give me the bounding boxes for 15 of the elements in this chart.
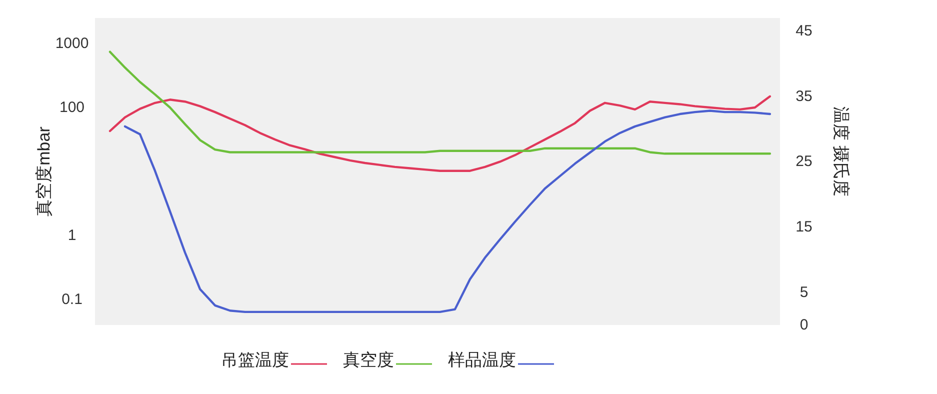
ytick: 1000 [55, 34, 89, 52]
legend-label: 吊篮温度 [221, 350, 289, 370]
y2tick: 35 [796, 88, 812, 105]
y2tick: 5 [800, 284, 808, 301]
y2tick: 0 [800, 316, 808, 334]
legend-label: 真空度 [343, 350, 394, 370]
ytick: 100 [59, 98, 85, 116]
y2tick: 25 [796, 153, 812, 170]
y2tick: 45 [796, 22, 812, 40]
y2tick: 15 [796, 218, 812, 236]
ytick: 0.1 [62, 291, 82, 308]
ylabel: 真空度mbar [34, 126, 54, 216]
y2label: 温度 摄氏度 [832, 106, 850, 196]
legend-label: 样品温度 [448, 350, 516, 370]
ytick: 1 [68, 227, 76, 244]
